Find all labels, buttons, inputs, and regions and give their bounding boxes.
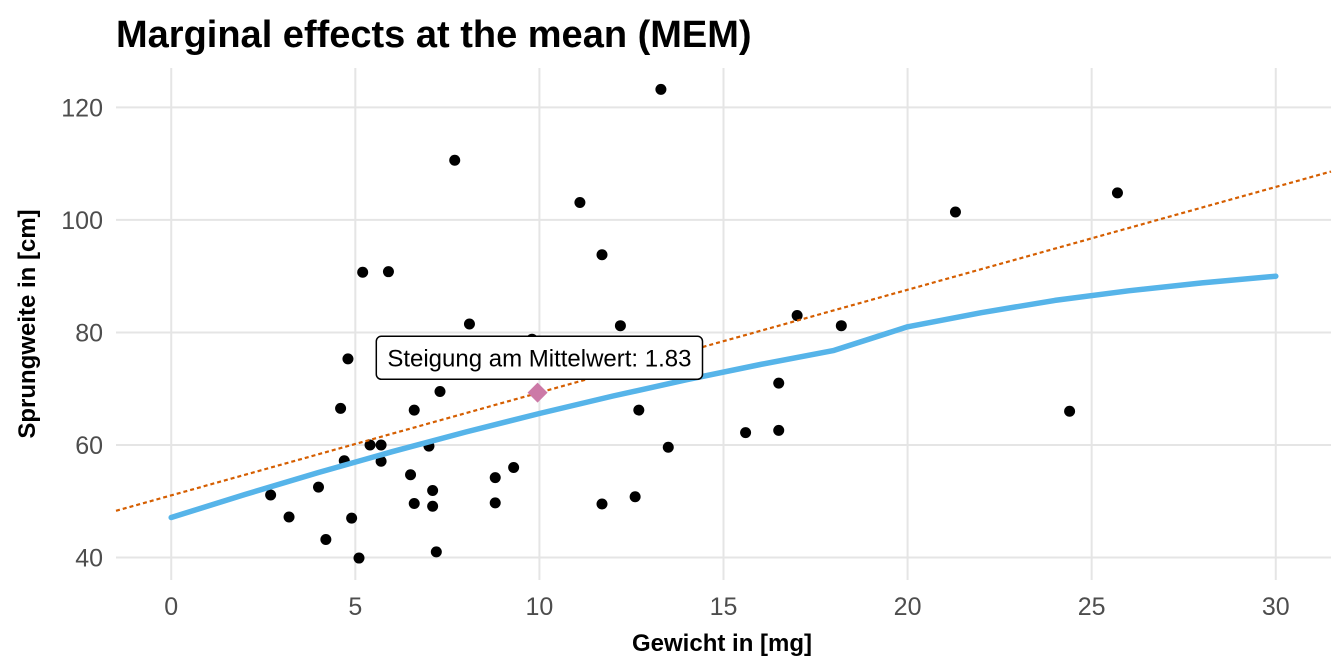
fit-lines bbox=[115, 170, 1332, 521]
data-point-40 bbox=[835, 320, 847, 332]
data-point-12 bbox=[375, 439, 387, 451]
y-tick-label-4: 120 bbox=[61, 94, 103, 122]
data-point-39 bbox=[791, 310, 803, 322]
data-point-33 bbox=[633, 404, 645, 416]
x-tick-label-3: 15 bbox=[710, 593, 738, 621]
chart-title: Marginal effects at the mean (MEM) bbox=[116, 14, 752, 56]
data-point-16 bbox=[408, 497, 420, 509]
data-point-41 bbox=[949, 206, 961, 218]
data-point-24 bbox=[489, 472, 501, 484]
annotation-label: Steigung am Mittelwert: 1.83 bbox=[387, 345, 691, 372]
data-point-23 bbox=[463, 318, 475, 330]
data-point-34 bbox=[655, 83, 667, 95]
x-tick-label-0: 0 bbox=[164, 593, 178, 621]
data-point-4 bbox=[335, 402, 347, 414]
data-point-22 bbox=[449, 154, 461, 166]
grid bbox=[116, 68, 1331, 580]
data-point-9 bbox=[357, 266, 369, 278]
x-axis-ticks: 0 5 10 15 20 25 30 bbox=[164, 593, 1289, 621]
data-point-13 bbox=[382, 266, 394, 278]
data-point-19 bbox=[427, 500, 439, 512]
y-tick-label-0: 40 bbox=[75, 544, 103, 572]
data-point-20 bbox=[430, 546, 442, 558]
data-point-42 bbox=[1064, 405, 1076, 417]
y-axis-ticks: 40 60 80 100 120 bbox=[61, 94, 103, 572]
data-point-29 bbox=[596, 249, 608, 261]
x-tick-label-6: 30 bbox=[1262, 593, 1290, 621]
data-point-25 bbox=[489, 497, 501, 509]
fitted-curve bbox=[168, 273, 1279, 521]
x-tick-label-2: 10 bbox=[526, 593, 554, 621]
data-point-31 bbox=[614, 320, 626, 332]
x-tick-label-1: 5 bbox=[348, 593, 362, 621]
data-point-11 bbox=[375, 455, 387, 467]
data-point-18 bbox=[427, 485, 439, 497]
data-point-8 bbox=[353, 552, 365, 564]
data-point-1 bbox=[283, 511, 295, 523]
data-point-35 bbox=[662, 441, 674, 453]
data-point-38 bbox=[773, 424, 785, 436]
data-point-30 bbox=[596, 498, 608, 510]
data-point-2 bbox=[313, 481, 324, 493]
y-tick-label-1: 60 bbox=[75, 432, 103, 460]
data-point-0 bbox=[265, 489, 277, 501]
x-tick-label-5: 25 bbox=[1078, 593, 1106, 621]
y-axis-title: Sprungweite in [cm] bbox=[14, 209, 41, 438]
annotation-box bbox=[375, 335, 704, 381]
x-tick-label-4: 20 bbox=[894, 593, 922, 621]
tangent-line bbox=[115, 170, 1332, 512]
data-point-3 bbox=[320, 533, 332, 545]
y-tick-label-2: 80 bbox=[75, 319, 103, 347]
data-point-43 bbox=[1111, 187, 1123, 199]
data-point-37 bbox=[773, 377, 785, 389]
data-point-10 bbox=[364, 439, 376, 451]
data-point-36 bbox=[740, 427, 752, 439]
x-axis-title: Gewicht in [mg] bbox=[632, 630, 812, 657]
data-point-28 bbox=[574, 196, 586, 208]
data-point-7 bbox=[346, 512, 358, 524]
data-point-6 bbox=[342, 353, 354, 365]
data-point-21 bbox=[434, 386, 446, 398]
annotation-group: Steigung am Mittelwert: 1.83 bbox=[375, 335, 704, 381]
y-tick-label-3: 100 bbox=[61, 207, 103, 235]
data-points bbox=[265, 83, 1123, 564]
data-point-32 bbox=[629, 491, 641, 503]
data-point-14 bbox=[405, 469, 417, 481]
mean-point-marker bbox=[527, 382, 548, 403]
data-point-26 bbox=[508, 461, 520, 473]
data-point-15 bbox=[408, 404, 420, 416]
